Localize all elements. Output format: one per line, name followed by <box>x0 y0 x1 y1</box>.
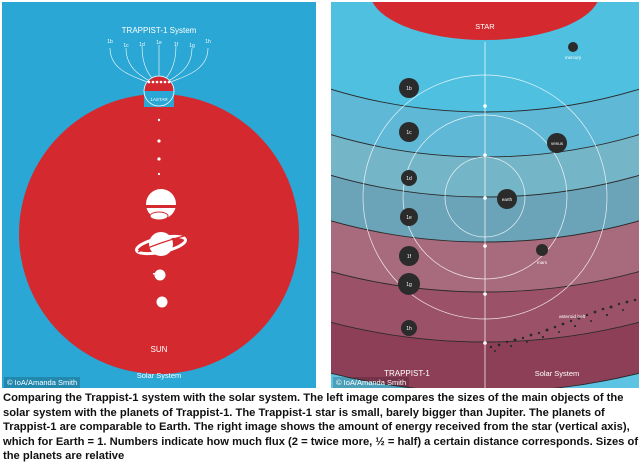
svg-text:1c: 1c <box>406 130 412 136</box>
neptune-icon <box>156 296 168 308</box>
planet-mercury: mercury <box>565 42 582 60</box>
asteroid-belt-label: asteroid belt <box>559 314 586 320</box>
trappist-planet-dots <box>147 80 171 84</box>
svg-text:mars: mars <box>537 260 548 265</box>
trappist-planets: 1b 1c 1d 1e 1f 1g 1h <box>398 78 420 336</box>
planet-1h: 1h <box>401 320 417 336</box>
trappist-footer-label: TRAPPIST-1 <box>384 369 430 378</box>
star-label: STAR <box>475 22 495 31</box>
planet-label-1h: 1h <box>205 39 211 45</box>
planet-1d: 1d <box>401 170 417 186</box>
svg-text:1f: 1f <box>407 254 412 260</box>
image-caption: Comparing the Trappist-1 system with the… <box>3 392 639 463</box>
saturn-icon <box>135 232 187 256</box>
planet-1f: 1f <box>399 246 419 266</box>
planet-letter-labels: 1b 1c 1d 1e 1f 1g 1h <box>107 39 211 49</box>
planet-label-1c: 1c <box>123 43 129 49</box>
earth-dot <box>157 157 161 161</box>
svg-text:1d: 1d <box>406 176 412 182</box>
svg-text:1g: 1g <box>406 282 412 288</box>
planet-label-1b: 1b <box>107 39 113 45</box>
solar-system-planets <box>157 118 161 176</box>
trappist-star-label: 1ASTAR <box>150 97 168 102</box>
planet-label-1e: 1e <box>156 40 162 46</box>
venus-dot <box>157 139 161 143</box>
energy-flux-illustration: STAR asteroid belt 1b 1c <box>331 2 639 388</box>
planet-label-1d: 1d <box>139 42 145 48</box>
trappist-star-lower-half <box>144 91 174 107</box>
planet-1b: 1b <box>399 78 419 98</box>
solar-system-label: Solar System <box>137 371 182 380</box>
planet-label-1f: 1f <box>174 42 179 48</box>
flux-tick-dots <box>483 104 487 345</box>
asteroid-belt-dots <box>489 298 637 352</box>
mercury-dot <box>157 118 161 122</box>
planet-mars: mars <box>536 244 548 265</box>
star-disc <box>372 2 598 40</box>
svg-text:earth: earth <box>502 197 513 202</box>
svg-text:venus: venus <box>551 141 564 146</box>
svg-text:1b: 1b <box>406 86 412 92</box>
svg-text:1h: 1h <box>406 326 412 332</box>
planet-1g: 1g <box>398 273 420 295</box>
planet-label-1g: 1g <box>189 43 195 49</box>
mars-dot <box>157 172 161 176</box>
solar-footer-label: Solar System <box>535 369 580 378</box>
ice-giants <box>153 269 168 308</box>
svg-text:1e: 1e <box>406 215 412 221</box>
trappist-system-title: TRAPPIST-1 System <box>122 26 197 35</box>
jupiter-icon <box>145 189 177 221</box>
planet-1c: 1c <box>399 122 419 142</box>
uranus-icon <box>154 269 166 281</box>
size-comparison-panel: TRAPPIST-1 System 1b 1c 1d 1e 1f 1g 1h <box>2 2 316 388</box>
svg-text:mercury: mercury <box>565 55 582 60</box>
solar-planets: mercury venus earth mars <box>497 42 582 265</box>
energy-flux-panel: STAR asteroid belt 1b 1c <box>331 2 639 388</box>
planet-venus: venus <box>547 133 567 153</box>
sun-label: SUN <box>151 345 168 354</box>
size-comparison-illustration: TRAPPIST-1 System 1b 1c 1d 1e 1f 1g 1h <box>19 26 299 380</box>
planet-earth: earth <box>497 189 517 209</box>
image-credit: © IoA/Amanda Smith <box>4 377 81 388</box>
image-credit-right: © IoA/Amanda Smith <box>333 377 410 388</box>
planet-1e: 1e <box>400 208 418 226</box>
